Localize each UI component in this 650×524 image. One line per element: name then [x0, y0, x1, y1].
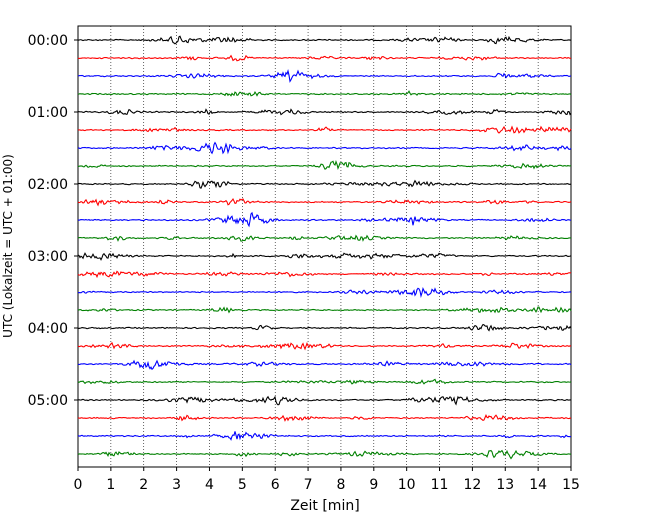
grid-lines — [110, 26, 539, 467]
y-tick-label: 03:00 — [28, 249, 68, 265]
y-tick-label: 04:00 — [28, 321, 68, 337]
x-tick-label: 4 — [205, 477, 214, 493]
y-tick-label: 01:00 — [28, 105, 68, 121]
x-axis-label: Zeit [min] — [290, 498, 359, 514]
x-tick-label: 12 — [463, 477, 481, 493]
trace-line — [77, 211, 572, 228]
x-tick-label: 11 — [431, 477, 449, 493]
x-tick-label: 10 — [398, 477, 416, 493]
trace-line — [77, 141, 572, 155]
trace-line — [77, 198, 572, 207]
seismic-traces — [77, 35, 572, 460]
trace-line — [77, 341, 572, 351]
trace-line — [77, 54, 572, 62]
x-tick-label: 2 — [139, 477, 148, 493]
x-tick-label: 14 — [529, 477, 547, 493]
x-tick-label: 5 — [238, 477, 247, 493]
trace-line — [77, 306, 572, 314]
trace-line — [77, 125, 572, 134]
trace-line — [77, 359, 572, 371]
x-axis-ticks: 0 1 2 3 4 5 6 7 8 9 10 11 12 13 14 15 — [74, 467, 580, 493]
y-axis-ticks: 00:00 01:00 02:00 03:00 04:00 05:00 — [28, 33, 78, 409]
y-tick-label: 02:00 — [28, 177, 68, 193]
trace-line — [77, 179, 572, 189]
trace-line — [77, 69, 572, 83]
trace-line — [77, 431, 572, 441]
x-tick-label: 0 — [74, 477, 83, 493]
plot-frame — [77, 25, 572, 468]
x-tick-label: 7 — [304, 477, 313, 493]
trace-line — [77, 270, 572, 279]
trace-line — [77, 395, 572, 406]
x-tick-label: 9 — [369, 477, 378, 493]
x-tick-label: 13 — [496, 477, 514, 493]
trace-line — [77, 414, 572, 422]
x-tick-label: 6 — [271, 477, 280, 493]
trace-line — [77, 323, 572, 332]
trace-line — [77, 108, 572, 116]
trace-line — [77, 449, 572, 460]
x-tick-label: 1 — [106, 477, 115, 493]
trace-line — [77, 90, 572, 97]
trace-line — [77, 35, 572, 45]
trace-line — [77, 234, 572, 242]
x-tick-label: 8 — [336, 477, 345, 493]
y-tick-label: 00:00 — [28, 33, 68, 49]
trace-line — [77, 287, 572, 299]
trace-line — [77, 252, 572, 261]
y-tick-label: 05:00 — [28, 393, 68, 409]
trace-line — [77, 160, 572, 170]
x-tick-label: 3 — [172, 477, 181, 493]
x-tick-label: 15 — [562, 477, 580, 493]
trace-line — [77, 378, 572, 385]
y-axis-label: UTC (Lokalzeit = UTC + 01:00) — [1, 154, 15, 338]
